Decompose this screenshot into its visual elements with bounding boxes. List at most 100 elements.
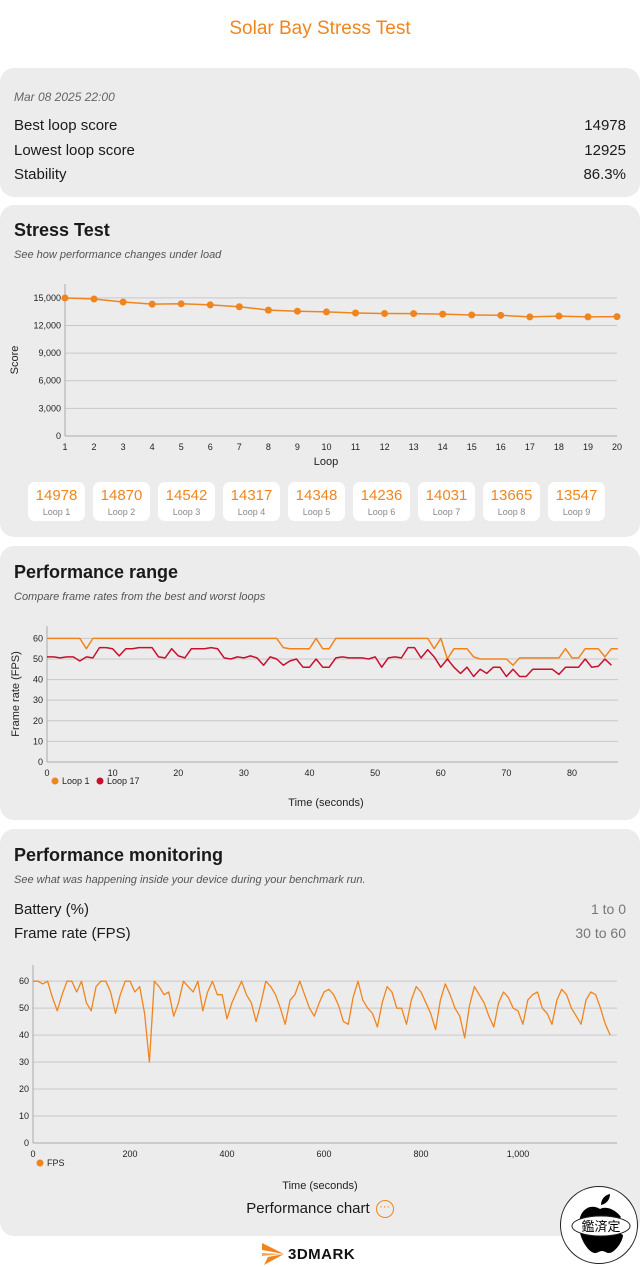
- data-point: [497, 311, 505, 319]
- loop-label: Loop 6: [367, 507, 396, 517]
- data-point: [526, 313, 534, 321]
- x-tick-label: 19: [583, 442, 593, 452]
- y-axis-label: Frame rate (FPS): [10, 651, 22, 737]
- data-point: [613, 313, 621, 321]
- summary-card: Mar 08 2025 22:00 Best loop score 14978 L…: [0, 68, 640, 197]
- y-tick-label: 30: [19, 1057, 29, 1067]
- x-tick-label: 400: [220, 1149, 235, 1159]
- x-tick-label: 60: [436, 768, 446, 778]
- loop-score-card[interactable]: 14031 Loop 7: [418, 482, 475, 521]
- label: Battery (%): [14, 901, 90, 918]
- loop-score-card[interactable]: 14978 Loop 1: [28, 482, 85, 521]
- legend-label: Loop 17: [107, 776, 140, 786]
- legend-marker: [36, 1159, 44, 1167]
- performance-chart-button[interactable]: Performance chart ···: [0, 1200, 640, 1219]
- ellipsis-circle-icon[interactable]: ···: [375, 1200, 394, 1219]
- x-tick-label: 17: [525, 442, 535, 452]
- x-tick-label: 800: [414, 1149, 429, 1159]
- x-tick-label: 40: [305, 768, 315, 778]
- stress-test-card: Stress Test See how performance changes …: [0, 205, 640, 537]
- svg-text:鑑済定: 鑑済定: [581, 1219, 620, 1234]
- loop-score-card[interactable]: 14317 Loop 4: [223, 482, 280, 521]
- label: Frame rate (FPS): [14, 925, 131, 942]
- x-tick-label: 30: [239, 768, 249, 778]
- x-axis-label: Time (seconds): [288, 797, 363, 809]
- stability-row: Stability 86.3%: [14, 166, 626, 183]
- x-tick-label: 10: [108, 768, 118, 778]
- x-tick-label: 10: [321, 442, 331, 452]
- x-tick-label: 0: [30, 1149, 35, 1159]
- y-tick-label: 60: [33, 633, 43, 643]
- x-tick-label: 13: [409, 442, 419, 452]
- data-point: [264, 306, 272, 314]
- value: 1 to 0: [590, 901, 626, 917]
- data-point: [555, 312, 563, 320]
- loop-score: 14542: [165, 487, 208, 504]
- loop-label: Loop 7: [432, 507, 461, 517]
- loop-score-card[interactable]: 14542 Loop 3: [158, 482, 215, 521]
- loop-score: 13547: [555, 487, 598, 504]
- x-tick-label: 12: [380, 442, 390, 452]
- loop-score: 14031: [425, 487, 468, 504]
- loop-label: Loop 5: [302, 507, 331, 517]
- x-tick-label: 16: [496, 442, 506, 452]
- x-tick-label: 9: [295, 442, 300, 452]
- performance-range-card: Performance range Compare frame rates fr…: [0, 546, 640, 820]
- y-tick-label: 0: [56, 431, 61, 441]
- legend-marker: [96, 777, 104, 785]
- x-tick-label: 0: [44, 768, 49, 778]
- performance-range-chart: 0 10 20 30 40 50 60 0 10 20 30 40 50 60 70 80 Time (seco…: [10, 626, 618, 809]
- value: 14978: [584, 117, 626, 134]
- loop-score-card[interactable]: 14870 Loop 2: [93, 482, 150, 521]
- data-point: [584, 313, 592, 321]
- loop-score-card[interactable]: 14236 Loop 6: [353, 482, 410, 521]
- x-tick-label: 20: [173, 768, 183, 778]
- section-subtitle: See what was happening inside your devic…: [14, 874, 366, 886]
- 3dmark-logo: 3DMARK: [262, 1241, 355, 1267]
- label: Best loop score: [14, 117, 118, 134]
- frame-rate-row: Frame rate (FPS) 30 to 60: [14, 925, 626, 942]
- x-axis-label: Time (seconds): [282, 1180, 357, 1192]
- series-line-loop-1: [47, 637, 618, 666]
- loop-score-card[interactable]: 14348 Loop 5: [288, 482, 345, 521]
- section-title: Stress Test: [14, 220, 110, 240]
- data-point: [119, 298, 127, 306]
- best-loop-row: Best loop score 14978: [14, 117, 626, 134]
- y-tick-label: 12,000: [33, 320, 61, 330]
- loop-score: 13665: [490, 487, 533, 504]
- x-tick-label: 600: [317, 1149, 332, 1159]
- legend-label: Loop 1: [62, 776, 90, 786]
- x-tick-label: 4: [150, 442, 155, 452]
- y-tick-label: 9,000: [38, 348, 61, 358]
- data-point: [206, 301, 214, 309]
- y-tick-label: 10: [19, 1111, 29, 1121]
- data-point: [381, 309, 389, 317]
- page-title: Solar Bay Stress Test: [229, 18, 411, 39]
- series-line-score: [64, 297, 618, 318]
- data-point: [90, 295, 98, 303]
- y-tick-label: 0: [38, 757, 43, 767]
- x-tick-label: 50: [370, 768, 380, 778]
- x-tick-label: 1: [62, 442, 67, 452]
- loop-label: Loop 3: [172, 507, 201, 517]
- y-tick-label: 0: [24, 1138, 29, 1148]
- performance-chart-label: Performance chart: [246, 1200, 370, 1217]
- y-tick-label: 10: [33, 736, 43, 746]
- data-point: [352, 309, 360, 317]
- logo-text: 3DMARK: [288, 1245, 356, 1263]
- loop-score-card[interactable]: 13547 Loop 9: [548, 482, 605, 521]
- battery-row: Battery (%) 1 to 0: [14, 901, 626, 918]
- loop-score-card[interactable]: 13665 Loop 8: [483, 482, 540, 521]
- appraisal-stamp: 鑑済定: [560, 1186, 638, 1264]
- data-point: [235, 303, 243, 311]
- y-tick-label: 15,000: [33, 293, 61, 303]
- x-tick-label: 6: [208, 442, 213, 452]
- x-tick-label: 20: [612, 442, 622, 452]
- series-line-loop-17: [47, 646, 612, 678]
- loop-score: 14348: [295, 487, 338, 504]
- loop-score: 14236: [360, 487, 403, 504]
- data-point: [410, 310, 418, 318]
- x-axis-label: Loop: [314, 456, 338, 468]
- x-tick-label: 70: [501, 768, 511, 778]
